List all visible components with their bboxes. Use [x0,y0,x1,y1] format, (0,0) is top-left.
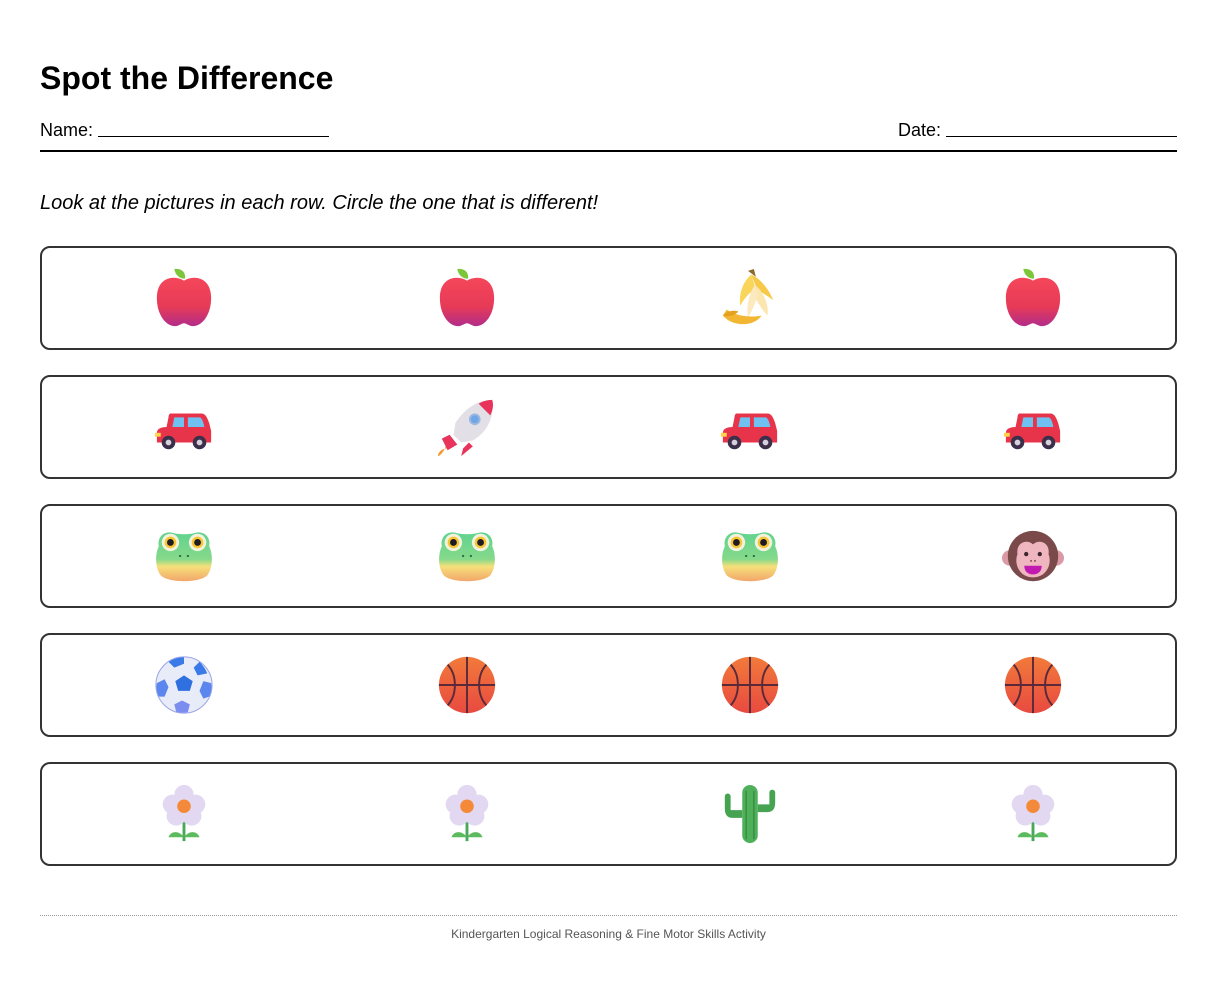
soccer-ball-icon [155,656,213,714]
date-field: Date: [898,118,1177,141]
footer-text: Kindergarten Logical Reasoning & Fine Mo… [451,927,766,941]
row-1-item-2[interactable] [325,248,608,348]
row-2-item-4[interactable] [892,377,1175,477]
basketball-icon [1005,656,1062,714]
row-4-item-4[interactable] [892,635,1175,735]
row-5-item-3[interactable] [609,764,892,864]
puzzle-row-2 [40,375,1177,479]
flower-icon [445,784,489,842]
row-5-item-1[interactable] [42,764,325,864]
apple-icon [439,268,494,327]
puzzle-row-5 [40,762,1177,866]
puzzle-row-3 [40,504,1177,608]
row-4-item-1[interactable] [42,635,325,735]
name-label: Name: [40,120,94,140]
apple-icon [156,268,211,327]
row-2-item-1[interactable] [42,377,325,477]
frog-icon [155,532,212,582]
row-1-item-4[interactable] [892,248,1175,348]
row-1-item-1[interactable] [42,248,325,348]
cactus-icon [724,784,776,844]
puzzle-row-4 [40,633,1177,737]
basketball-icon [722,656,779,714]
car-icon [1004,413,1061,450]
rocket-icon [437,399,493,457]
row-2-item-2[interactable] [325,377,608,477]
puzzle-row-1 [40,246,1177,350]
header-divider [40,150,1177,152]
basketball-icon [438,656,495,714]
row-1-item-3[interactable] [609,248,892,348]
footer-divider [40,915,1177,916]
banana-icon [723,268,774,325]
name-field: Name: [40,118,330,141]
apple-icon [1006,268,1061,327]
row-3-item-4[interactable] [892,506,1175,606]
instructions-text: Look at the pictures in each row. Circle… [40,192,599,214]
row-3-item-3[interactable] [609,506,892,606]
row-3-item-1[interactable] [42,506,325,606]
car-icon [154,413,211,450]
frog-icon [722,532,779,582]
date-label: Date: [897,120,941,140]
row-3-item-2[interactable] [325,506,608,606]
monkey-face-icon [1002,530,1065,582]
row-4-item-3[interactable] [609,635,892,735]
flower-icon [162,784,205,842]
car-icon [721,413,778,450]
name-blank-line[interactable] [98,119,330,137]
flower-icon [1012,784,1055,842]
row-2-item-3[interactable] [609,377,892,477]
student-info-row: Name: Date: [40,118,1177,142]
row-4-item-2[interactable] [325,635,608,735]
frog-icon [438,532,495,582]
date-blank-line[interactable] [946,119,1177,137]
row-5-item-2[interactable] [325,764,608,864]
page-title: Spot the Difference [40,60,334,96]
row-5-item-4[interactable] [892,764,1175,864]
